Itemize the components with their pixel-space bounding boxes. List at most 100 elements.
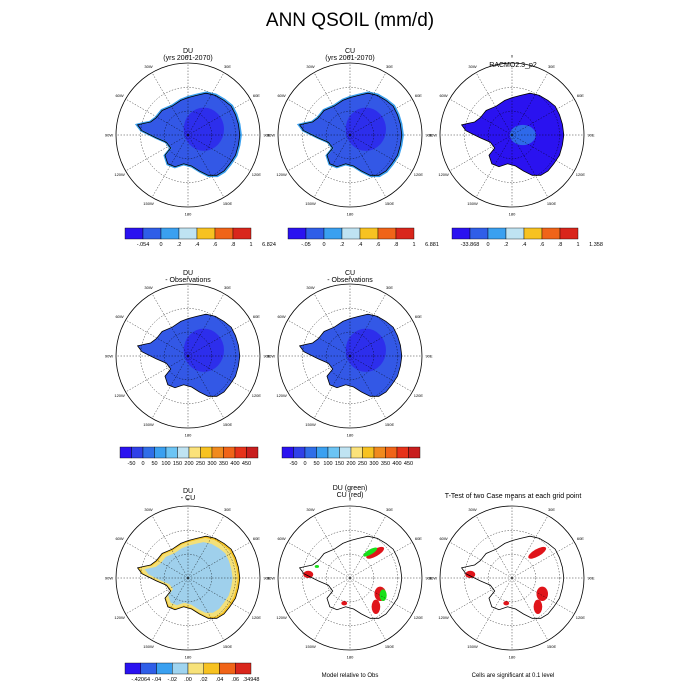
page-title: ANN QSOIL (mm/d)	[265, 10, 435, 31]
meridian-120	[187, 134, 251, 172]
best-note: Model relative to Obs	[321, 673, 379, 679]
meridian-30	[511, 72, 549, 136]
lon-label-lon_30w: 30W	[144, 64, 152, 69]
colorbar-box-7	[200, 446, 213, 459]
lon-label-lon_60e: 60E	[415, 93, 422, 98]
colorbar-label-7: 1.358	[589, 242, 603, 248]
lon-label-lon_150w: 150W	[467, 201, 478, 206]
lon-label-lon_30w: 30W	[468, 507, 476, 512]
polar-map-5: 0 30E 60E 90E 120E 150E 180 150W 120W 90W 60W 30W	[105, 497, 271, 660]
colorbar-box-3	[172, 662, 189, 675]
colorbar-box-0	[124, 662, 141, 675]
meridian-60	[511, 98, 575, 136]
colorbar-label-5: .04	[216, 677, 224, 683]
lon-label-lon_0: 0	[187, 497, 190, 502]
colorbar-box-1	[469, 227, 489, 240]
lon-label-lon_90w: 90W	[429, 576, 437, 581]
colorbar-label-5: .8	[558, 242, 563, 248]
meridian-240	[287, 577, 351, 615]
colorbar-box-4	[359, 227, 379, 240]
colorbar-box-5	[339, 446, 352, 459]
colorbar-box-1	[142, 227, 162, 240]
interior-shade	[345, 107, 386, 151]
lon-label-lon_120e: 120E	[576, 615, 586, 620]
meridian-60	[187, 98, 251, 136]
lon-label-lon_120w: 120W	[114, 615, 125, 620]
meridian-240	[287, 134, 351, 172]
lon-label-lon_150w: 150W	[305, 644, 316, 649]
lon-label-lon_30e: 30E	[224, 285, 231, 290]
meridian-150	[349, 355, 387, 419]
polar-map-4: 0 30E 60E 90E 120E 150E 180 150W 120W 90W 60W 30W	[267, 275, 433, 438]
lon-label-lon_60w: 60W	[277, 536, 285, 541]
colorbar-box-0	[124, 227, 144, 240]
lon-label-lon_120w: 120W	[438, 172, 449, 177]
lon-label-lon_90w: 90W	[105, 354, 113, 359]
ttest-note: Cells are significant at 0.1 level	[471, 673, 555, 679]
polar-map-3: 0 30E 60E 90E 120E 150E 180 150W 120W 90W 60W 30W	[105, 275, 271, 438]
lon-label-lon_120w: 120W	[438, 615, 449, 620]
colorbar-box-6	[395, 227, 415, 240]
map-border	[277, 283, 423, 429]
colorbar-box-1	[131, 446, 144, 459]
map-border	[277, 62, 423, 208]
lat-circle-1	[140, 530, 236, 626]
colorbar-box-3	[178, 227, 198, 240]
meridian-240	[125, 355, 189, 393]
lon-label-lon_120e: 120E	[414, 172, 424, 177]
colorbar-box-2	[160, 227, 180, 240]
sig-red-3	[303, 570, 314, 579]
colorbar-box-1	[140, 662, 157, 675]
lon-label-lon_150e: 150E	[385, 201, 395, 206]
lon-label-lon_120w: 120W	[276, 393, 287, 398]
lon-label-lon_30e: 30E	[548, 507, 555, 512]
lon-label-lon_90e: 90E	[587, 133, 594, 138]
lon-label-lon_30w: 30W	[468, 64, 476, 69]
colorbar-label-2: -.02	[168, 677, 177, 683]
map-border	[439, 505, 585, 651]
lon-label-lon_30w: 30W	[306, 507, 314, 512]
meridian-150	[511, 134, 549, 198]
lon-label-lon_120e: 120E	[252, 615, 262, 620]
colorbar-box-10	[234, 446, 247, 459]
meridian-240	[287, 355, 351, 393]
meridian-150	[511, 577, 549, 641]
meridian-300	[125, 319, 189, 357]
coastline	[298, 313, 403, 397]
lat-circle-1	[302, 87, 398, 183]
colorbar-label-4: .6	[213, 242, 218, 248]
lat-circle-0	[326, 554, 374, 602]
lon-label-lon_30e: 30E	[386, 64, 393, 69]
lon-label-lon_90w: 90W	[429, 133, 437, 138]
panel-du-bias-title: DU - Observations	[165, 270, 211, 284]
meridian-150	[349, 577, 387, 641]
colorbar-label-2: 50	[313, 461, 319, 467]
lon-label-lon_60e: 60E	[577, 93, 584, 98]
colorbar-label-6: 1	[412, 242, 415, 248]
colorbar-box-1	[293, 446, 306, 459]
lon-label-lon_0: 0	[349, 54, 352, 59]
lat-circle-1	[302, 530, 398, 626]
lon-label-lon_150e: 150E	[547, 644, 557, 649]
lon-label-lon_0: 0	[349, 275, 352, 280]
meridian-330	[151, 293, 189, 357]
meridian-60	[187, 541, 251, 579]
lon-label-lon_120e: 120E	[252, 393, 262, 398]
colorbar-box-5	[203, 662, 220, 675]
lon-label-lon_180: 180	[185, 655, 192, 660]
map-border	[277, 505, 423, 651]
colorbar-label-3: .4	[358, 242, 363, 248]
colorbar-du: -.054 0 .2 .4 .6 .8 1 6.824	[124, 227, 276, 248]
meridian-330	[151, 515, 189, 579]
sig-green-1	[379, 589, 387, 602]
colorbar-box-5	[177, 446, 190, 459]
meridian-210	[475, 577, 513, 641]
sig-green-2	[314, 565, 320, 568]
lon-label-lon_150w: 150W	[143, 644, 154, 649]
colorbar-label-6: 250	[196, 461, 205, 467]
meridian-60	[187, 319, 251, 357]
colorbar-box-6	[219, 662, 236, 675]
coastline	[460, 535, 565, 619]
lon-label-lon_0: 0	[511, 497, 514, 502]
colorbar-label-0: -50	[290, 461, 298, 467]
